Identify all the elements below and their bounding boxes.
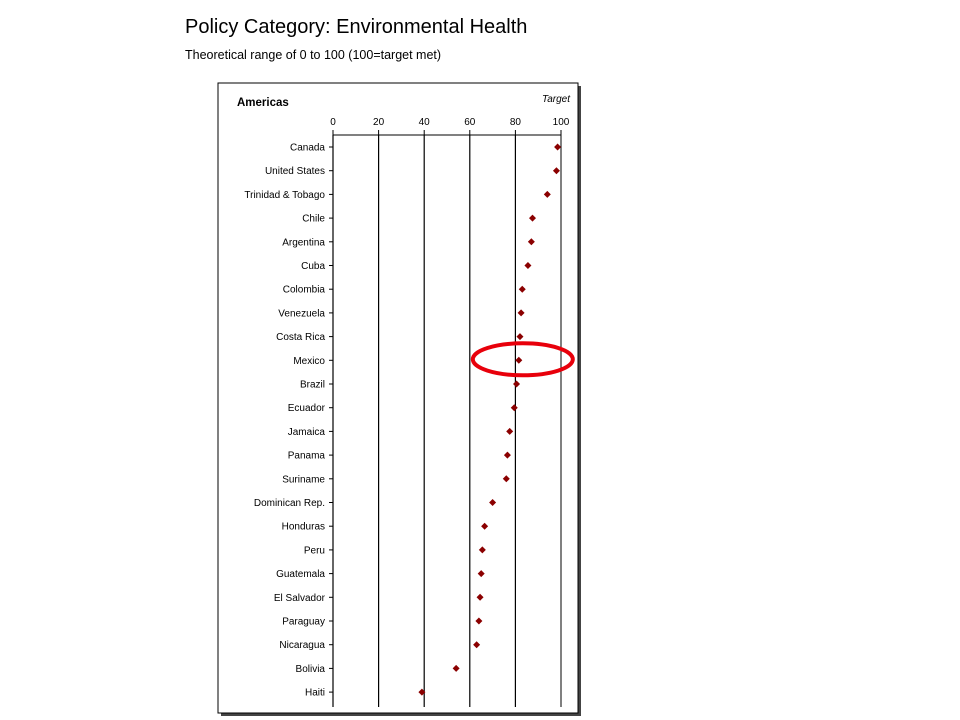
data-point xyxy=(516,333,524,341)
region-label: Americas xyxy=(237,97,289,109)
page-title: Policy Category: Environmental Health xyxy=(185,16,528,38)
data-point xyxy=(473,641,481,649)
data-point xyxy=(478,546,486,554)
data-point-layer xyxy=(418,143,562,696)
category-label: El Salvador xyxy=(274,593,326,604)
category-label: Jamaica xyxy=(288,427,326,438)
category-label: Costa Rica xyxy=(276,332,325,343)
category-label: Brazil xyxy=(300,380,325,391)
data-point xyxy=(527,238,535,246)
data-point xyxy=(503,451,511,459)
data-point xyxy=(554,143,562,151)
data-point xyxy=(515,356,523,364)
data-point xyxy=(506,427,514,435)
category-label: Canada xyxy=(290,143,325,154)
target-label: Target xyxy=(542,94,571,105)
category-label: Venezuela xyxy=(278,308,325,319)
x-tick-label: 20 xyxy=(373,117,385,128)
data-point xyxy=(513,380,521,388)
data-point xyxy=(502,475,510,483)
data-point xyxy=(524,262,532,269)
data-point xyxy=(481,522,489,530)
data-point xyxy=(418,688,426,696)
category-label: Haiti xyxy=(305,688,325,699)
highlight-layer xyxy=(470,341,575,378)
data-point xyxy=(510,404,518,412)
category-label: Peru xyxy=(304,545,325,556)
x-tick-label: 80 xyxy=(510,117,522,128)
data-point xyxy=(529,214,536,222)
category-label: Ecuador xyxy=(288,403,326,414)
category-label: Guatemala xyxy=(276,569,325,580)
category-label: Mexico xyxy=(293,356,325,367)
category-label: Dominican Rep. xyxy=(254,498,325,509)
data-point xyxy=(452,664,460,672)
category-label: Panama xyxy=(288,451,326,462)
highlight-ellipse xyxy=(470,341,575,378)
chart-frame xyxy=(217,82,579,714)
category-label: Honduras xyxy=(282,522,325,533)
category-label: Nicaragua xyxy=(279,640,325,651)
category-label: Cuba xyxy=(301,261,325,272)
page-subtitle: Theoretical range of 0 to 100 (100=targe… xyxy=(185,48,442,62)
grid-layer xyxy=(332,134,562,707)
x-tick-label: 60 xyxy=(464,117,476,128)
data-point xyxy=(489,499,497,506)
category-label: United States xyxy=(265,166,325,177)
data-point xyxy=(475,617,483,625)
data-point xyxy=(517,309,525,317)
data-point xyxy=(552,167,560,175)
category-label: Bolivia xyxy=(296,664,326,675)
data-point xyxy=(543,190,551,198)
category-label: Paraguay xyxy=(282,617,325,628)
data-point xyxy=(477,570,485,578)
category-label: Suriname xyxy=(282,474,325,485)
category-label-layer: Canada United States Trinidad & Tobago Chil… xyxy=(244,143,333,699)
category-label: Argentina xyxy=(282,237,325,248)
x-tick-label: 0 xyxy=(330,117,336,128)
data-point xyxy=(518,285,526,293)
category-label: Trinidad & Tobago xyxy=(244,190,325,201)
category-label: Chile xyxy=(302,214,325,225)
x-tick-layer: 0 20 40 60 80 100 xyxy=(330,117,570,135)
category-label: Colombia xyxy=(283,285,326,296)
x-tick-label: 40 xyxy=(419,117,431,128)
x-tick-label: 100 xyxy=(553,117,570,128)
data-point xyxy=(476,593,484,601)
